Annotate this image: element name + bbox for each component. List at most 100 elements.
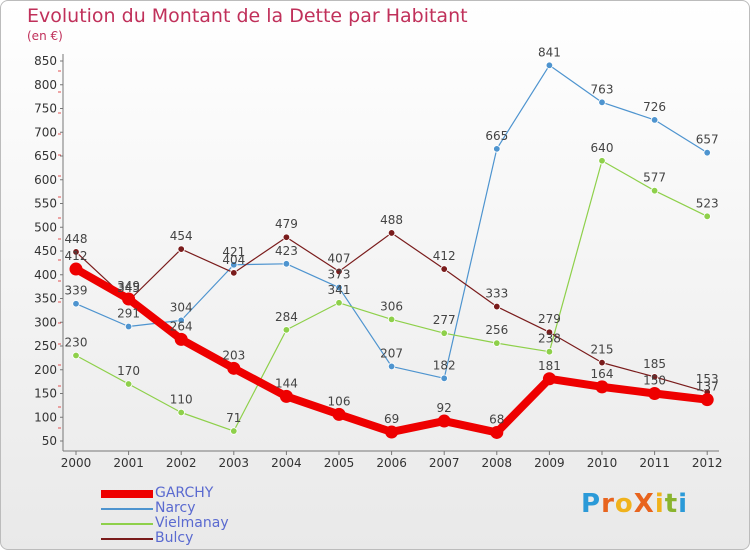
data-label-garchy: 144	[275, 376, 298, 390]
data-point-bulcy	[72, 248, 80, 256]
y-tick-label: 250	[34, 339, 57, 353]
data-point-bulcy	[335, 267, 343, 276]
data-label-garchy: 264	[170, 319, 193, 333]
y-tick-label: 150	[34, 387, 57, 401]
legend-label-vielmanay: Vielmanay	[155, 515, 229, 531]
data-label-vielmanay: 277	[433, 313, 456, 327]
data-label-narcy: 291	[117, 307, 140, 321]
data-point-narcy	[650, 116, 659, 124]
data-label-narcy: 182	[433, 358, 456, 372]
data-point-vielmanay	[282, 326, 291, 334]
data-point-narcy	[598, 98, 606, 107]
chart-subtitle: (en €)	[27, 29, 63, 43]
legend-label-garchy: GARCHY	[155, 485, 214, 501]
y-tick-label: 650	[34, 149, 57, 163]
data-label-garchy: 137	[696, 380, 719, 394]
logo-letter: P	[581, 489, 602, 519]
logo-letter: r	[601, 489, 615, 519]
legend-item-garchy: GARCHY	[101, 486, 229, 501]
y-tick-label: 400	[34, 268, 57, 282]
y-tick-label: 200	[34, 363, 57, 377]
data-point-narcy	[545, 61, 554, 69]
y-tick-label: 300	[34, 315, 57, 329]
data-point-garchy	[700, 393, 714, 407]
legend-label-narcy: Narcy	[155, 500, 196, 516]
data-point-garchy	[595, 380, 609, 394]
data-label-garchy: 92	[437, 401, 452, 415]
data-label-vielmanay: 71	[226, 411, 241, 425]
data-label-bulcy: 279	[538, 312, 561, 326]
x-tick-label: 2011	[639, 456, 670, 470]
data-point-vielmanay	[493, 339, 501, 347]
data-point-bulcy	[282, 233, 291, 241]
data-point-narcy	[177, 316, 185, 325]
data-point-vielmanay	[703, 212, 711, 221]
data-label-bulcy: 454	[170, 229, 193, 243]
data-point-garchy	[437, 414, 451, 428]
y-tick-label: 550	[34, 197, 57, 211]
data-point-bulcy	[598, 358, 606, 367]
data-label-vielmanay: 256	[485, 323, 508, 337]
x-tick-label: 2006	[376, 456, 407, 470]
data-point-vielmanay	[124, 380, 133, 388]
legend-swatch-garchy	[101, 489, 153, 498]
data-label-narcy: 665	[485, 129, 508, 143]
data-label-bulcy: 185	[643, 357, 666, 371]
data-point-vielmanay	[440, 329, 448, 337]
data-label-garchy: 412	[65, 249, 88, 263]
data-point-vielmanay	[335, 299, 343, 307]
data-point-bulcy	[493, 302, 501, 311]
data-label-vielmanay: 110	[170, 393, 193, 407]
data-point-bulcy	[387, 229, 396, 237]
y-tick-label: 450	[34, 244, 57, 258]
x-tick-label: 2001	[113, 456, 144, 470]
data-label-vielmanay: 341	[328, 283, 351, 297]
data-point-bulcy	[440, 265, 448, 273]
data-label-bulcy: 404	[222, 253, 245, 267]
data-label-bulcy: 448	[65, 232, 88, 246]
data-label-vielmanay: 238	[538, 332, 561, 346]
x-tick-label: 2009	[534, 456, 565, 470]
logo-letter: X	[633, 489, 655, 519]
logo-letter: t	[664, 489, 679, 519]
label-layer: 339 291 304 421 423 373 207 182 665 841 763 726 657 2…	[65, 45, 719, 426]
data-point-garchy	[385, 425, 399, 439]
data-label-bulcy: 345	[117, 281, 140, 295]
legend: GARCHY Narcy Vielmanay Bulcy	[101, 486, 229, 546]
data-point-vielmanay	[545, 348, 554, 356]
data-point-vielmanay	[650, 186, 659, 195]
data-point-vielmanay	[177, 408, 185, 417]
data-label-narcy: 657	[696, 133, 719, 147]
x-tick-label: 2002	[166, 456, 197, 470]
data-label-bulcy: 488	[380, 213, 403, 227]
data-label-narcy: 423	[275, 244, 298, 258]
data-label-bulcy: 407	[328, 251, 351, 265]
data-point-vielmanay	[387, 315, 396, 324]
logo-letter: i	[654, 489, 665, 519]
data-label-garchy: 150	[643, 374, 666, 388]
data-point-narcy	[230, 261, 238, 269]
data-point-narcy	[440, 374, 448, 382]
data-point-narcy	[124, 322, 133, 331]
data-point-narcy	[387, 362, 396, 371]
data-label-garchy: 68	[489, 412, 504, 426]
data-point-vielmanay	[230, 427, 238, 435]
x-tick-label: 2004	[271, 456, 302, 470]
legend-label-bulcy: Bulcy	[155, 530, 194, 546]
y-tick-label: 600	[34, 173, 57, 187]
data-point-bulcy	[545, 328, 554, 336]
data-point-garchy	[174, 332, 188, 346]
x-tick-label: 2000	[61, 456, 92, 470]
data-label-bulcy: 333	[485, 287, 508, 301]
legend-item-bulcy: Bulcy	[101, 531, 229, 546]
series-layer	[69, 61, 714, 439]
legend-swatch-bulcy	[101, 537, 153, 540]
x-tick-label: 2008	[482, 456, 513, 470]
data-point-garchy	[648, 387, 662, 400]
x-tick-label: 2012	[692, 456, 723, 470]
data-label-vielmanay: 230	[65, 336, 88, 350]
data-label-vielmanay: 523	[696, 196, 719, 210]
data-label-narcy: 339	[65, 284, 88, 298]
